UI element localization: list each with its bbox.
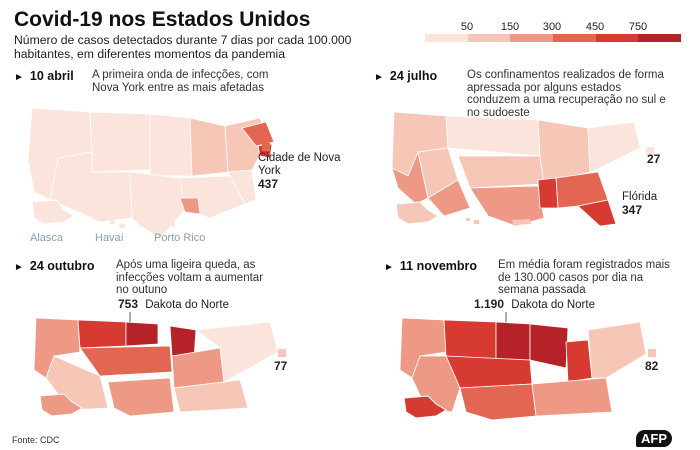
alaska-shape	[403, 395, 447, 419]
side-value: 27	[647, 152, 661, 166]
legend-label: 50	[460, 21, 474, 33]
map-midwest	[189, 117, 229, 177]
alaska-shape	[395, 201, 439, 225]
us-map-april	[27, 107, 275, 239]
puerto-rico-shape	[512, 219, 531, 225]
legend-label: 750	[628, 21, 648, 33]
map-northeast	[587, 121, 641, 173]
color-legend	[425, 34, 682, 42]
map-upper-midwest	[529, 323, 569, 369]
callout-label: Cidade de Nova York	[258, 152, 341, 177]
arrow-right-icon: ►	[14, 72, 24, 83]
map-central-plains	[79, 345, 173, 377]
callout: 753 Dakota do Norte	[118, 298, 229, 312]
panel-date: ► 24 julho	[374, 69, 437, 83]
map-montana	[77, 319, 127, 349]
callout-label: Dakota do Norte	[145, 299, 229, 311]
panel-date-text: 24 julho	[389, 69, 438, 83]
alaska-shape	[31, 199, 75, 225]
callout-swatch	[648, 349, 656, 357]
map-states	[27, 107, 275, 239]
callout-value: 437	[258, 177, 279, 191]
page-subtitle: Número de casos detectados durante 7 dia…	[14, 33, 352, 61]
hawaii-shape	[466, 218, 479, 224]
callout: Cidade de Nova York 437	[258, 152, 348, 191]
map-states	[399, 317, 647, 421]
map-texas	[459, 383, 537, 421]
map-northeast	[194, 321, 279, 383]
map-florida	[577, 199, 617, 227]
legend-label: 450	[585, 21, 605, 33]
map-plains	[149, 113, 193, 177]
arrow-right-icon: ►	[384, 262, 394, 273]
legend-swatch	[553, 34, 596, 42]
legend-swatch	[467, 34, 511, 42]
legend-label: 150	[500, 21, 520, 33]
panel-date: ► 24 outubro	[14, 259, 95, 273]
us-map-july	[391, 111, 641, 227]
legend-swatch	[638, 34, 682, 42]
callout-swatch	[646, 147, 654, 155]
callout-label: Dakota do Norte	[511, 299, 595, 311]
panel-date: ► 11 novembro	[384, 259, 477, 273]
alaska-shape	[39, 393, 83, 417]
side-value: 77	[274, 359, 288, 373]
map-dakotas	[495, 321, 531, 363]
inset-label: Havaí	[95, 232, 124, 244]
source-note: Fonte: CDC	[12, 435, 60, 445]
map-illinois	[565, 339, 593, 383]
page-title: Covid-19 nos Estados Unidos	[14, 8, 311, 31]
map-northern-plains	[445, 115, 541, 157]
panel-description: Em média foram registrados mais de 130.0…	[498, 259, 670, 296]
map-arizona	[427, 179, 471, 217]
legend-swatch	[425, 34, 468, 42]
map-central-plains	[445, 355, 533, 389]
map-south	[173, 379, 249, 413]
callout-swatch	[262, 143, 270, 151]
callout-value: 1.190	[474, 297, 505, 311]
legend-swatch	[510, 34, 554, 42]
map-new-york	[241, 121, 275, 147]
inset-label: Porto Rico	[154, 232, 206, 244]
panel-description: Após uma ligeira queda, as infecções vol…	[116, 259, 264, 296]
panel-date-text: 10 abril	[29, 69, 74, 83]
callout-value: 753	[118, 297, 139, 311]
map-montana-wyoming	[443, 319, 497, 363]
panel-description: Os confinamentos realizados de forma apr…	[467, 69, 666, 119]
hawaii-shape	[102, 218, 126, 229]
insets-july	[395, 201, 531, 225]
map-northeast	[587, 321, 647, 379]
map-mountain	[89, 111, 151, 173]
legend-label: 300	[542, 21, 562, 33]
callout-label: Flórida	[622, 191, 658, 203]
side-value: 82	[645, 359, 659, 373]
panel-date-text: 24 outubro	[29, 259, 95, 273]
afp-logo: AFP	[636, 430, 672, 447]
arrow-right-icon: ►	[374, 72, 384, 83]
map-south	[531, 377, 613, 417]
us-map-october	[33, 312, 279, 417]
map-north-dakota	[125, 321, 159, 347]
callout: 1.190 Dakota do Norte	[474, 298, 595, 312]
callout: Flórida 347	[622, 191, 657, 217]
us-map-november	[399, 312, 647, 421]
puerto-rico-shape	[156, 221, 175, 227]
arrow-right-icon: ►	[14, 262, 24, 273]
map-louisiana	[179, 197, 201, 215]
map-central-plains	[457, 155, 545, 189]
panel-date-text: 11 novembro	[399, 259, 478, 273]
legend-labels: 50 150 300 450 750	[425, 21, 681, 35]
insets-april	[31, 199, 175, 229]
callout-swatch	[278, 349, 286, 357]
map-texas	[107, 377, 175, 417]
panel-date: ► 10 abril	[14, 69, 74, 83]
panel-description: A primeira onda de infecções, com Nova Y…	[92, 69, 269, 94]
inset-label: Alasca	[30, 232, 64, 244]
map-states	[391, 111, 641, 227]
legend-swatch	[595, 34, 639, 42]
callout-value: 347	[622, 203, 643, 217]
